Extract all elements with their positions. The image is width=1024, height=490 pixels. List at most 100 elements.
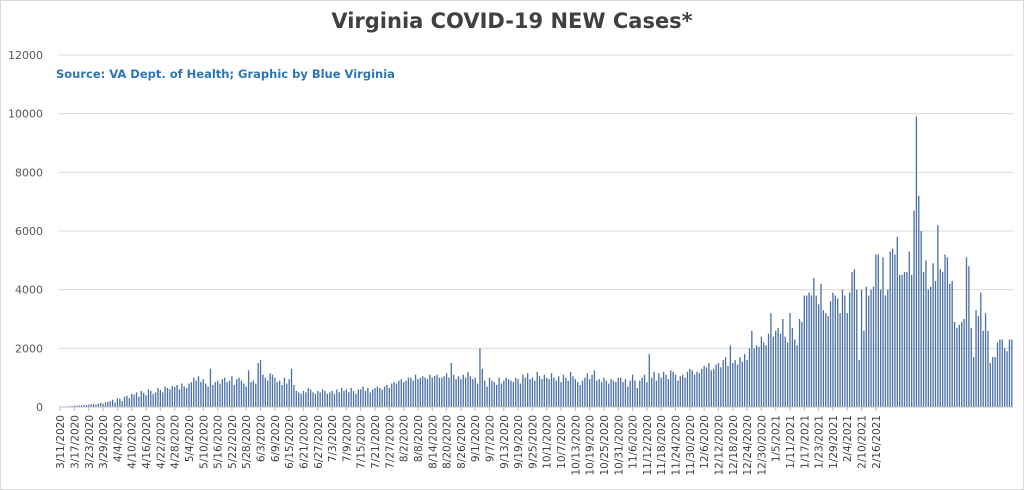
bar — [276, 382, 278, 407]
bar — [143, 392, 145, 407]
bar — [877, 254, 879, 407]
bar — [853, 269, 856, 407]
x-tick-label: 9/19/2020 — [513, 415, 525, 469]
bar — [755, 345, 758, 407]
bar — [257, 363, 259, 407]
bar — [982, 330, 984, 407]
bar — [937, 225, 939, 407]
bar — [784, 336, 786, 407]
x-tick-label: 3/23/2020 — [84, 415, 96, 469]
bar — [953, 321, 956, 407]
bar — [622, 382, 624, 407]
bar — [639, 380, 641, 407]
bar — [326, 393, 328, 407]
bar — [548, 379, 550, 407]
bar — [271, 374, 274, 407]
bar — [302, 390, 305, 407]
bar — [584, 377, 586, 407]
bar — [994, 357, 996, 407]
x-tick-label: 3/11/2020 — [55, 415, 67, 469]
bar — [918, 195, 920, 407]
x-tick-label: 7/3/2020 — [327, 415, 339, 462]
bar — [999, 339, 1001, 407]
x-tick-label: 8/14/2020 — [427, 415, 439, 469]
bar — [224, 377, 226, 407]
x-tick-label: 5/16/2020 — [213, 415, 225, 469]
bar — [226, 382, 228, 407]
bar — [908, 251, 910, 407]
bar — [417, 379, 419, 407]
bar — [620, 377, 622, 407]
y-tick-label: 4000 — [15, 284, 43, 297]
bar — [658, 373, 660, 407]
y-axis-ticks: 0 2000 4000 6000 8000 10000 12000 — [8, 49, 43, 414]
bar — [445, 373, 448, 407]
bar — [772, 336, 774, 407]
bar — [589, 379, 591, 407]
bar — [677, 380, 679, 407]
bar — [600, 382, 603, 407]
bar — [145, 395, 147, 407]
bar — [927, 289, 929, 407]
bar — [844, 295, 846, 407]
bar — [400, 379, 402, 407]
bar — [212, 385, 214, 407]
bar — [202, 379, 204, 407]
bar — [319, 392, 321, 407]
x-tick-label: 5/10/2020 — [198, 415, 210, 469]
bar — [360, 389, 362, 407]
bar — [689, 368, 691, 407]
bar — [307, 387, 309, 407]
bar — [901, 275, 903, 407]
bar — [162, 392, 164, 407]
bar — [83, 405, 85, 407]
bar — [460, 379, 462, 407]
bar — [875, 254, 877, 407]
bar — [698, 373, 701, 407]
bar — [436, 374, 438, 407]
bar — [651, 377, 653, 407]
bar — [300, 393, 302, 407]
bar — [493, 382, 495, 407]
bar — [667, 379, 670, 407]
bar — [562, 374, 565, 407]
bar — [321, 389, 324, 407]
bar — [102, 403, 104, 407]
x-tick-label: 7/27/2020 — [384, 415, 396, 469]
bar — [274, 377, 276, 407]
x-tick-label: 5/22/2020 — [227, 415, 239, 469]
bar — [474, 377, 476, 407]
bar — [92, 404, 95, 407]
bar — [338, 392, 340, 407]
bar — [288, 379, 290, 407]
bar — [705, 367, 708, 407]
chart-title: Virginia COVID-19 NEW Cases* — [331, 9, 693, 33]
bar — [932, 263, 934, 407]
x-tick-label: 7/21/2020 — [370, 415, 382, 469]
bar — [827, 316, 829, 407]
bar — [126, 395, 128, 407]
bar — [608, 383, 610, 407]
bar — [939, 269, 941, 407]
bar — [128, 398, 131, 407]
bar — [710, 370, 712, 407]
bar — [340, 387, 343, 407]
bar — [560, 382, 562, 407]
bar — [846, 313, 848, 407]
bar — [703, 365, 705, 407]
bar — [391, 383, 393, 407]
bar — [174, 387, 176, 407]
bar — [376, 386, 379, 407]
bar — [679, 376, 681, 407]
bar — [662, 371, 665, 407]
bar — [896, 236, 898, 407]
bar — [696, 371, 698, 407]
bar — [333, 393, 336, 407]
bar — [934, 280, 937, 407]
bar — [500, 383, 503, 407]
bar — [295, 390, 297, 407]
bar — [207, 386, 209, 407]
bar — [794, 339, 796, 407]
bar — [987, 330, 989, 407]
x-tick-label: 9/13/2020 — [499, 415, 511, 469]
